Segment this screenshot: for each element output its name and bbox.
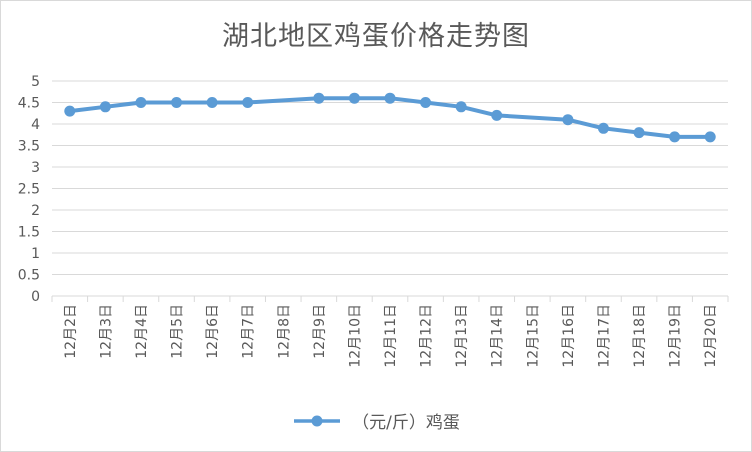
data-point	[171, 97, 183, 108]
x-tick-label: 12月11日	[383, 304, 399, 368]
legend-label: （元/斤）鸡蛋	[352, 413, 460, 433]
x-tick-label: 12月19日	[668, 304, 684, 368]
data-point	[313, 92, 325, 104]
y-tick-label: 4	[31, 117, 40, 133]
data-point	[99, 101, 111, 113]
y-tick-label: 0.5	[18, 268, 40, 284]
x-tick-label: 12月10日	[347, 304, 363, 368]
data-point	[491, 109, 503, 121]
data-point	[64, 105, 76, 117]
y-tick-label: 0	[31, 289, 40, 305]
y-tick-label: 1.5	[18, 225, 40, 241]
y-tick-label: 2.5	[18, 182, 40, 198]
data-point	[704, 131, 716, 143]
series-line	[67, 96, 713, 139]
y-tick-label: 3	[31, 160, 40, 176]
y-tick-label: 3.5	[18, 139, 40, 155]
y-tick-label: 4.5	[18, 96, 40, 112]
x-tick-label: 12月3日	[98, 304, 114, 359]
x-tick-label: 12月16日	[561, 304, 577, 368]
x-tick-label: 12月5日	[170, 304, 186, 359]
x-tick-label: 12月12日	[419, 304, 435, 368]
y-tick-label: 1	[31, 246, 40, 262]
x-tick-label: 12月9日	[312, 304, 328, 359]
x-tick-label: 12月8日	[276, 304, 292, 359]
y-tick-label: 5	[31, 74, 40, 90]
chart-title: 湖北地区鸡蛋价格走势图	[222, 21, 530, 52]
legend: （元/斤）鸡蛋	[0, 408, 752, 433]
data-point	[455, 101, 467, 113]
data-point	[384, 92, 396, 104]
data-point	[562, 114, 574, 126]
data-point	[633, 127, 645, 139]
x-tick-label: 12月13日	[454, 304, 470, 368]
x-tick-label: 12月4日	[134, 304, 150, 359]
x-tick-label: 12月14日	[490, 304, 506, 368]
data-point	[669, 131, 681, 143]
legend-marker-icon	[294, 415, 341, 426]
x-tick-label: 12月17日	[596, 304, 612, 368]
x-tick-label: 12月18日	[632, 304, 648, 368]
data-point	[348, 92, 360, 104]
data-point	[206, 97, 218, 108]
data-point	[597, 122, 609, 134]
y-tick-label: 2	[31, 203, 40, 219]
x-tick-label: 12月15日	[525, 304, 541, 368]
data-point	[420, 97, 432, 108]
x-tick-label: 12月6日	[205, 304, 221, 359]
data-point	[242, 97, 254, 108]
x-tick-label: 12月2日	[63, 304, 79, 359]
data-point	[135, 97, 147, 108]
x-tick-label: 12月20日	[703, 304, 719, 368]
x-tick-label: 12月7日	[241, 304, 257, 359]
